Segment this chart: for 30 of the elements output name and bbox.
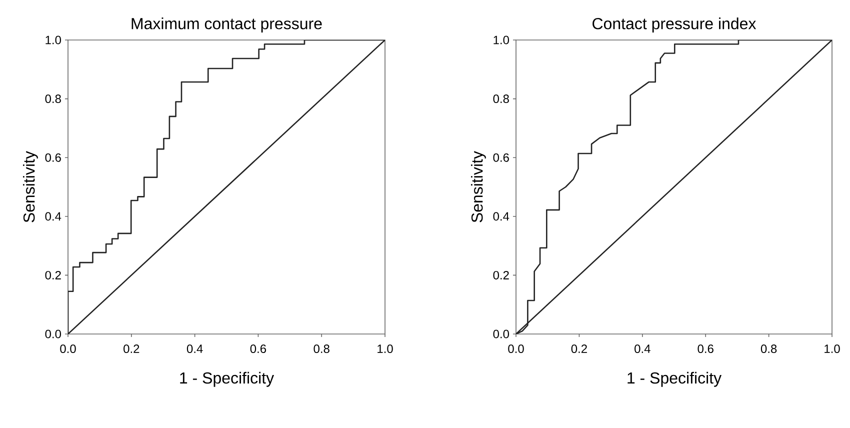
- y-tick-label: 0.8: [45, 94, 61, 104]
- y-tick-label: 0.0: [45, 330, 62, 338]
- y-tick-label: 0.2: [45, 270, 61, 280]
- chart-title: Contact pressure index: [592, 18, 756, 32]
- y-tick-label: 1.0: [46, 36, 62, 44]
- y-tick-label: 0.6: [45, 153, 61, 162]
- y-axis-title: Sensitivity: [23, 151, 38, 222]
- y-tick-label: 0.4: [45, 212, 62, 221]
- x-tick-label: 0.8: [760, 344, 777, 354]
- x-tick-label: 0.4: [186, 344, 203, 354]
- y-tick-label: 0.2: [493, 270, 509, 280]
- x-tick-label: 0.6: [698, 344, 714, 354]
- y-tick-label: 0.4: [493, 212, 510, 221]
- y-tick-label: 0.8: [493, 94, 509, 104]
- x-tick-label: 0.2: [571, 344, 587, 354]
- x-axis-title: 1 - Specificity: [180, 372, 274, 387]
- y-axis-title: Sensitivity: [471, 151, 486, 222]
- x-axis-title: 1 - Specificity: [628, 372, 722, 387]
- x-tick-label: 1.0: [378, 344, 393, 354]
- x-tick-label: 1.0: [824, 344, 840, 354]
- y-tick-label: 1.0: [494, 36, 510, 44]
- chart-title: Maximum contact pressure: [132, 18, 322, 32]
- x-tick-label: 0.8: [314, 344, 330, 354]
- y-tick-label: 0.0: [493, 330, 510, 338]
- x-tick-label: 0.4: [634, 344, 650, 354]
- x-tick-label: 0.0: [60, 344, 76, 354]
- x-tick-label: 0.2: [124, 344, 140, 354]
- x-tick-label: 0.6: [250, 344, 266, 354]
- y-tick-label: 0.6: [493, 153, 509, 162]
- x-tick-label: 0.0: [508, 344, 524, 354]
